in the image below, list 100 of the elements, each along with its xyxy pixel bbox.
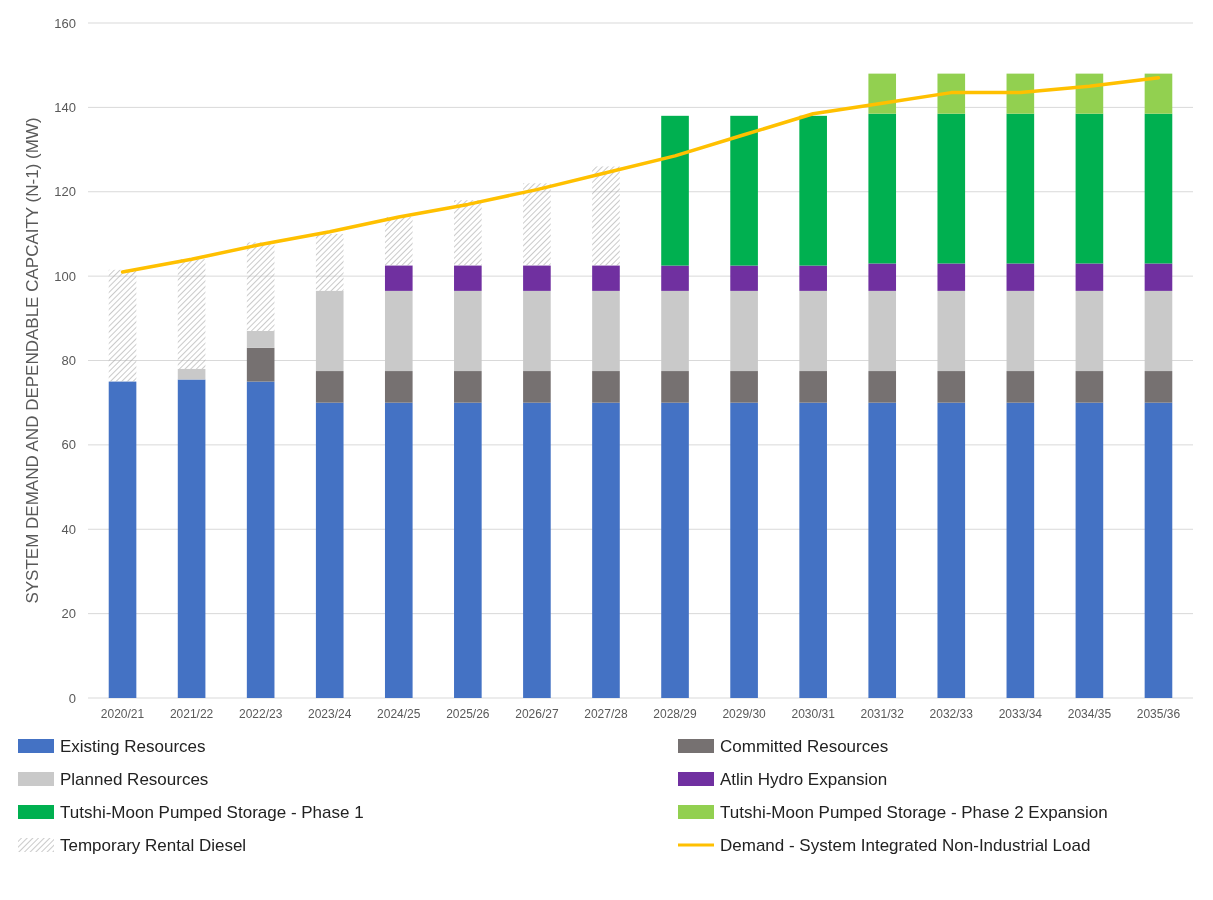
bar [592, 402, 620, 698]
bar [246, 242, 275, 331]
x-tick-label: 2034/35 [1067, 707, 1112, 721]
bar [799, 402, 827, 698]
bar [523, 290, 551, 372]
bar [177, 368, 206, 380]
bar [177, 379, 206, 698]
y-tick-label: 80 [61, 353, 76, 369]
bar [315, 290, 344, 372]
bar [661, 402, 689, 698]
bar [937, 371, 966, 403]
bar [1075, 290, 1104, 372]
x-tick-label: 2026/27 [515, 707, 559, 721]
bar [1075, 402, 1104, 698]
bar [523, 371, 551, 403]
legend-label: Existing Resources [60, 736, 206, 756]
bar [1144, 402, 1173, 698]
bar [246, 381, 275, 698]
bar [799, 265, 827, 291]
legend-label: Tutshi-Moon Pumped Storage - Phase 1 [60, 802, 364, 822]
bar [1006, 402, 1035, 698]
bar [1075, 371, 1104, 403]
bar [1144, 290, 1173, 372]
bar [730, 115, 758, 266]
y-tick-label: 100 [54, 268, 76, 284]
bar [868, 73, 897, 114]
bar [799, 290, 827, 372]
bar [799, 115, 827, 266]
bar [523, 402, 551, 698]
x-tick-label: 2029/30 [722, 707, 767, 721]
x-tick-label: 2030/31 [791, 707, 836, 721]
bar [937, 402, 966, 698]
bar [454, 290, 482, 372]
bar [384, 265, 413, 291]
bar [592, 371, 620, 403]
x-tick-label: 2028/29 [653, 707, 698, 721]
x-tick-label: 2025/26 [446, 707, 490, 721]
bar [1075, 113, 1104, 264]
bar [1075, 263, 1104, 291]
bar [108, 381, 137, 698]
bar [592, 265, 620, 291]
bar [661, 371, 689, 403]
bar [730, 265, 758, 291]
y-axis-title: SYSTEM DEMAND AND DEPENDABLE CAPCAITY (N-1) (MW) [23, 117, 42, 604]
bar [177, 259, 206, 369]
bar [1006, 113, 1035, 264]
x-tick-label: 2033/34 [998, 707, 1043, 721]
bar [315, 371, 344, 403]
bar [868, 402, 897, 698]
y-tick-label: 20 [61, 606, 76, 622]
bar [1144, 263, 1173, 291]
bar [1006, 73, 1035, 114]
bar [730, 290, 758, 372]
bar [384, 402, 413, 698]
x-tick-label: 2024/25 [377, 707, 421, 721]
legend-label: Committed Resources [720, 736, 889, 756]
bar [384, 290, 413, 372]
x-tick-label: 2027/28 [584, 707, 628, 721]
bar [1006, 290, 1035, 372]
bar [1006, 371, 1035, 403]
bar [246, 347, 275, 382]
bar [315, 233, 344, 291]
bar [937, 290, 966, 372]
x-tick-label: 2035/36 [1136, 707, 1181, 721]
bar [799, 371, 827, 403]
y-tick-label: 40 [61, 521, 76, 537]
bar [730, 402, 758, 698]
bar [661, 290, 689, 372]
y-tick-label: 120 [54, 184, 76, 200]
legend-label: Planned Resources [60, 769, 209, 789]
bar [1144, 113, 1173, 264]
bar [937, 113, 966, 264]
x-tick-label: 2022/23 [238, 707, 283, 721]
bar [246, 330, 275, 348]
bar [454, 402, 482, 698]
legend-label: Tutshi-Moon Pumped Storage - Phase 2 Expansion [720, 802, 1108, 822]
bar [868, 263, 897, 291]
x-tick-label: 2021/22 [169, 707, 214, 721]
bar [454, 200, 482, 266]
legend-label: Demand - System Integrated Non-Industrial Load [720, 835, 1091, 855]
x-tick-label: 2020/21 [100, 707, 145, 721]
x-tick-label: 2032/33 [929, 707, 974, 721]
bar [523, 183, 551, 266]
legend-label: Atlin Hydro Expansion [720, 769, 888, 789]
bar [592, 290, 620, 372]
bar [523, 265, 551, 291]
bar [454, 265, 482, 291]
bar [384, 371, 413, 403]
bar [937, 73, 966, 114]
bar [661, 265, 689, 291]
bar [1006, 263, 1035, 291]
bar [1144, 73, 1173, 114]
bar [937, 263, 966, 291]
line-series [120, 76, 1161, 274]
bar [454, 371, 482, 403]
legend-label: Temporary Rental Diesel [60, 835, 247, 855]
bar [730, 371, 758, 403]
x-tick-label: 2023/24 [308, 707, 352, 721]
bar [315, 402, 344, 698]
bar [868, 290, 897, 372]
